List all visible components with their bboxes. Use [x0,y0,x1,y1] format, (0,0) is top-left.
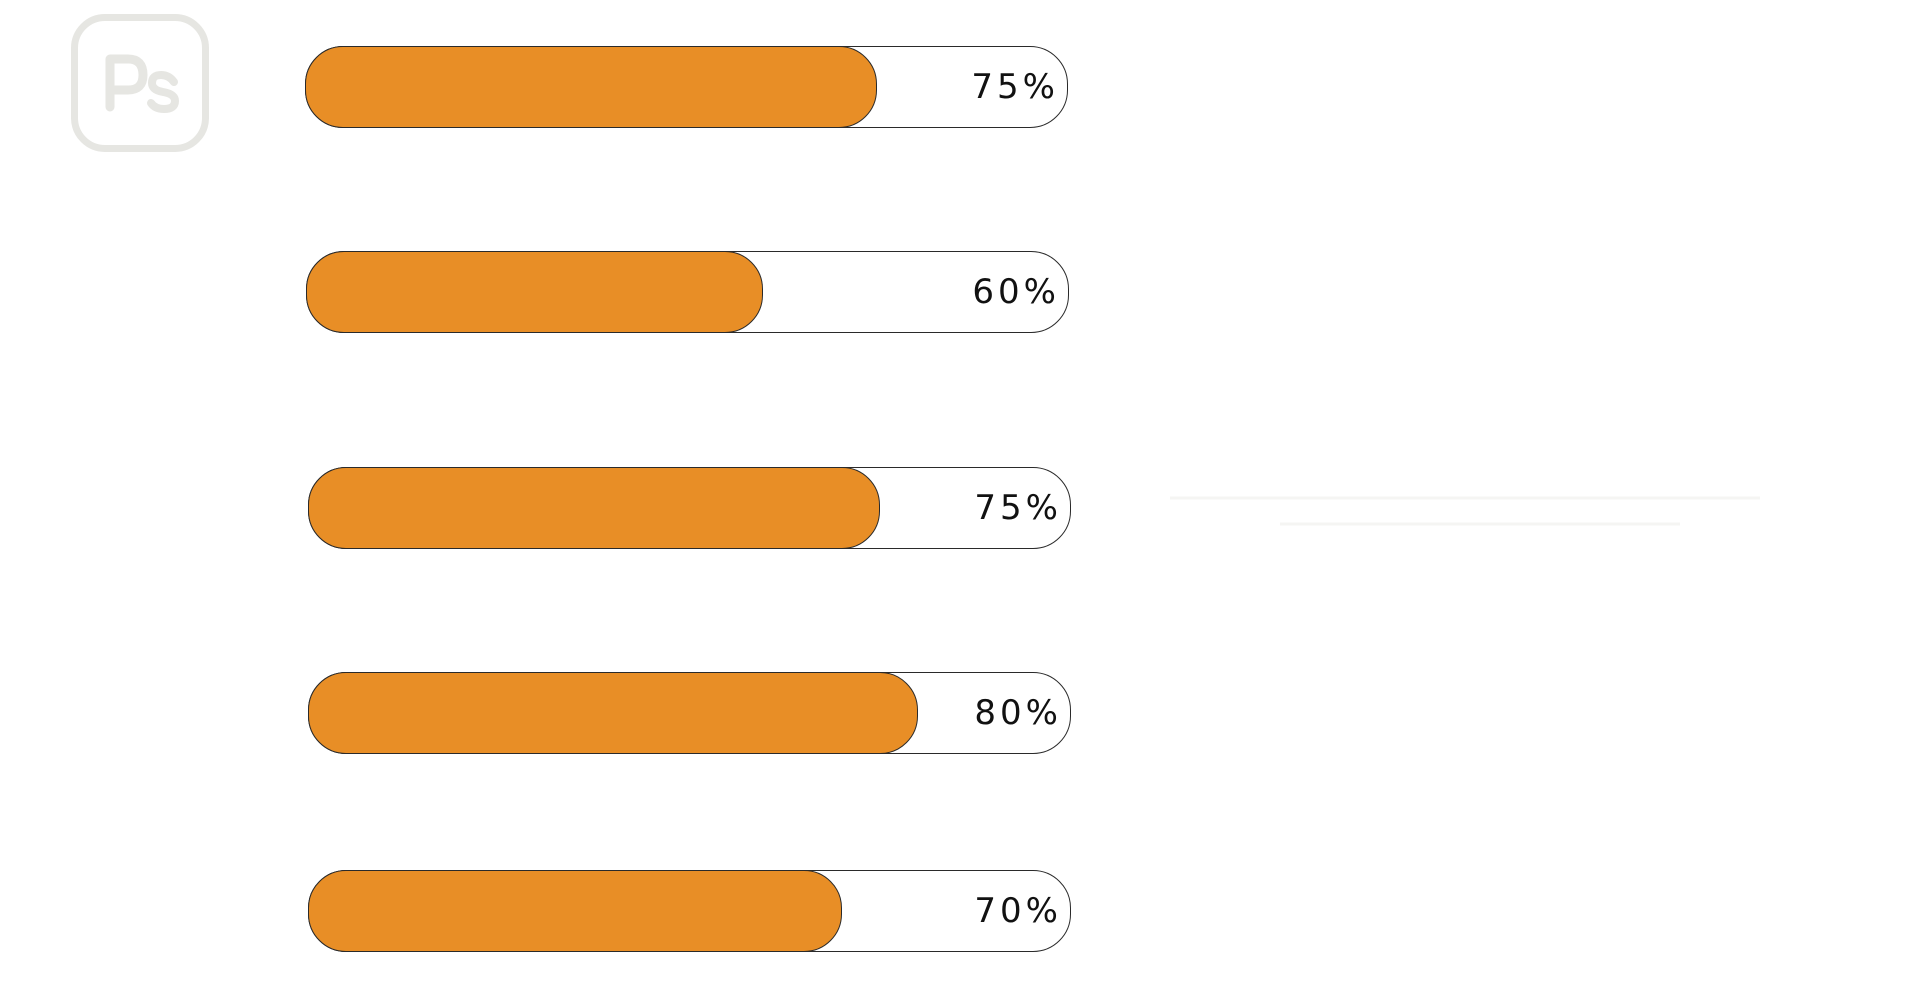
progress-bar-label: 70% [974,891,1062,931]
progress-bar-2: 60% [305,250,1069,333]
photoshop-icon [71,14,209,152]
progress-bar-label: 75% [974,488,1062,528]
progress-bar-label: 60% [972,272,1060,312]
ps-glyph [105,54,179,113]
progress-bar-fill [307,869,842,952]
progress-bar-fill [307,671,918,754]
progress-bar-fill [307,466,880,549]
progress-bar-5: 70% [307,869,1071,952]
progress-bar-label: 80% [974,693,1062,733]
progress-bar-1: 75% [304,45,1068,128]
progress-bar-4: 80% [307,671,1071,754]
progress-bar-fill [305,250,764,333]
progress-bar-label: 75% [971,67,1059,107]
progress-bar-fill [304,45,877,128]
faint-watermark [1170,496,1760,526]
progress-bar-3: 75% [307,466,1071,549]
